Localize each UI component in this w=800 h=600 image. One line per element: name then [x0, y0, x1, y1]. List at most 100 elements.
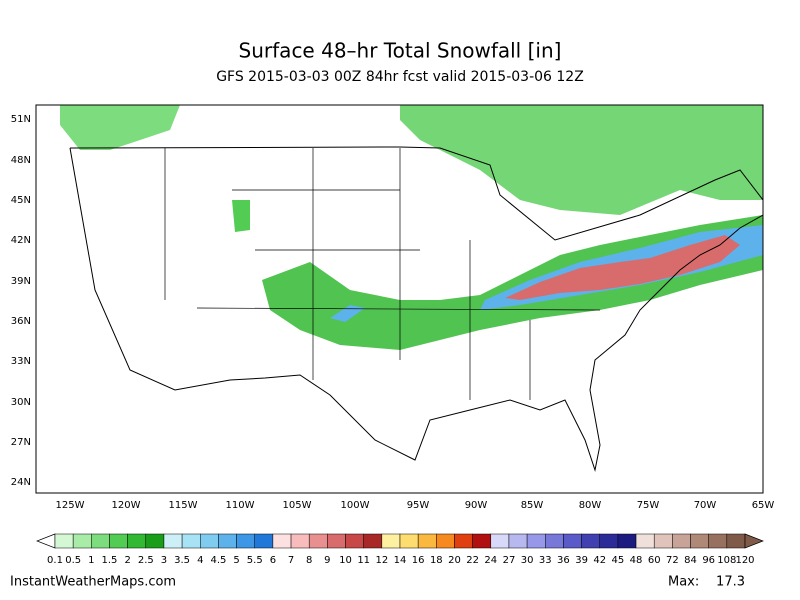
- colorbar-label: 24: [484, 555, 497, 566]
- lat-label: 36N: [11, 316, 31, 327]
- colorbar-label: 45: [612, 555, 625, 566]
- map-labels: 51N 48N 45N 42N 39N 36N 33N 30N 27N 24N 125W 120W 11…: [11, 114, 775, 511]
- colorbar-label: 16: [412, 555, 425, 566]
- colorbar-label: 48: [630, 555, 643, 566]
- title: Surface 48–hr Total Snowfall [in]: [239, 39, 562, 63]
- colorbar-swatch: [200, 533, 219, 549]
- us-outline: [69, 146, 764, 472]
- colorbar-swatch: [163, 533, 183, 549]
- snow-wyoming: [232, 200, 250, 232]
- lon-label: 100W: [341, 500, 370, 511]
- colorbar-label: 4.5: [210, 555, 226, 566]
- colorbar-swatch: [653, 533, 673, 549]
- lat-label: 33N: [11, 356, 31, 367]
- colorbar-label: 120: [735, 555, 754, 566]
- colorbar-label: 72: [666, 555, 679, 566]
- colorbar-label: 2.5: [138, 555, 154, 566]
- colorbar-swatch: [399, 533, 419, 549]
- colorbar-swatch: [436, 533, 455, 549]
- colorbar-swatch: [454, 533, 473, 549]
- colorbar-swatch: [272, 533, 292, 549]
- lat-label: 51N: [11, 114, 31, 125]
- lon-label: 90W: [465, 500, 488, 511]
- colorbar-swatch: [417, 533, 437, 549]
- colorbar-swatch: [254, 533, 274, 549]
- colorbar-swatch: [109, 533, 128, 549]
- colorbar-swatch: [345, 533, 364, 549]
- map-area: [35, 104, 764, 494]
- colorbar-label: 9: [324, 555, 330, 566]
- colorbar-end: [744, 533, 764, 549]
- max-label: Max:: [668, 575, 699, 590]
- colorbar-swatch: [617, 533, 637, 549]
- colorbar-label: 11: [357, 555, 370, 566]
- lon-label: 80W: [579, 500, 602, 511]
- colorbar-swatch: [327, 533, 346, 549]
- colorbar-label: 1: [88, 555, 94, 566]
- colorbar-swatch: [127, 533, 147, 549]
- colorbar-swatch: [545, 533, 564, 549]
- colorbar-swatch: [490, 533, 510, 549]
- lon-label: 120W: [112, 500, 141, 511]
- colorbar-swatch: [181, 533, 201, 549]
- lat-label: 45N: [11, 195, 31, 206]
- colorbar-label: 22: [466, 555, 479, 566]
- colorbar-label: 14: [394, 555, 407, 566]
- colorbar-label: 27: [503, 555, 516, 566]
- colorbar: 0.1 0.5 1 1.5 2 2.5 3 3.5 4 4.5 5 5.5 6 7 8 9 10 11 12 14 16…: [36, 533, 764, 566]
- colorbar-label: 6: [270, 555, 276, 566]
- lon-label: 105W: [283, 500, 312, 511]
- colorbar-label: 108: [717, 555, 736, 566]
- colorbar-label: 42: [593, 555, 606, 566]
- lon-label: 85W: [521, 500, 544, 511]
- lat-label: 30N: [11, 397, 31, 408]
- site-name: InstantWeatherMaps.com: [10, 575, 176, 590]
- state-lines: [164, 148, 601, 400]
- colorbar-swatch: [563, 533, 582, 549]
- colorbar-label: 0.1: [47, 555, 63, 566]
- colorbar-swatch: [145, 533, 165, 549]
- colorbar-label: 7: [288, 555, 294, 566]
- colorbar-swatch: [599, 533, 619, 549]
- lon-label: 95W: [407, 500, 430, 511]
- colorbar-label: 8: [306, 555, 312, 566]
- colorbar-swatch: [236, 533, 255, 549]
- colorbar-swatch: [91, 533, 110, 549]
- snow-band-blue-west: [330, 305, 365, 322]
- lat-label: 39N: [11, 276, 31, 287]
- colorbar-start: [36, 533, 56, 549]
- colorbar-label: 18: [430, 555, 443, 566]
- colorbar-swatch: [363, 533, 383, 549]
- colorbar-label: 5: [233, 555, 239, 566]
- snow-north: [400, 105, 763, 215]
- colorbar-swatch: [218, 533, 237, 549]
- colorbar-label: 4: [197, 555, 203, 566]
- colorbar-label: 5.5: [247, 555, 263, 566]
- colorbar-swatch: [54, 533, 74, 549]
- colorbar-swatch: [472, 533, 492, 549]
- map-frame: [35, 104, 764, 494]
- colorbar-label: 3.5: [174, 555, 190, 566]
- lat-label: 27N: [11, 437, 31, 448]
- lat-label: 42N: [11, 235, 31, 246]
- colorbar-label: 39: [575, 555, 588, 566]
- colorbar-label: 2: [124, 555, 130, 566]
- colorbar-swatch: [672, 533, 691, 549]
- colorbar-swatch: [290, 533, 310, 549]
- colorbar-label: 36: [557, 555, 570, 566]
- colorbar-label: 1.5: [102, 555, 118, 566]
- colorbar-swatch: [708, 533, 728, 549]
- colorbar-label: 3: [161, 555, 167, 566]
- subtitle: GFS 2015-03-03 00Z 84hr fcst valid 2015-…: [216, 69, 584, 85]
- lat-label: 24N: [11, 477, 31, 488]
- colorbar-swatch: [381, 533, 401, 549]
- colorbar-label: 10: [339, 555, 352, 566]
- snow-northwest: [60, 105, 180, 150]
- colorbar-label: 84: [684, 555, 697, 566]
- lon-label: 75W: [637, 500, 660, 511]
- colorbar-swatch: [726, 533, 746, 549]
- colorbar-swatch: [526, 533, 546, 549]
- lon-label: 125W: [56, 500, 85, 511]
- colorbar-label: 33: [539, 555, 552, 566]
